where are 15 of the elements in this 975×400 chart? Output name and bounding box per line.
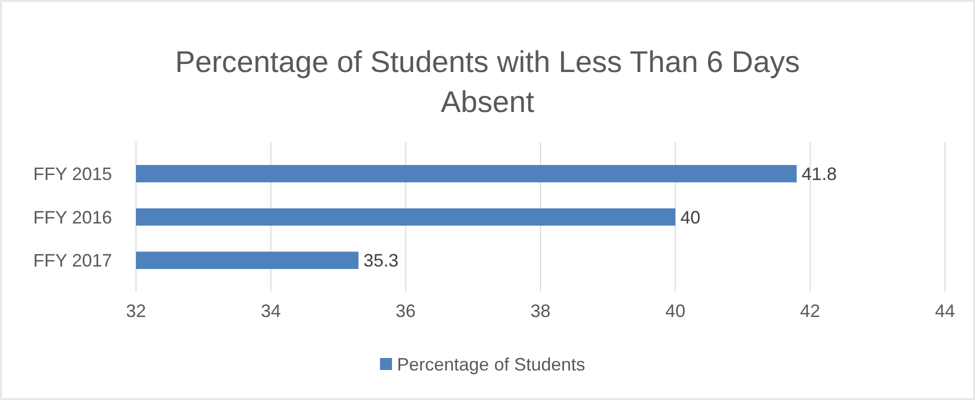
x-tick-label: 40 <box>665 301 686 321</box>
chart-title: Percentage of Students with Less Than 6 Days Absent <box>175 46 800 119</box>
data-label: 40 <box>680 207 700 228</box>
data-label: 35.3 <box>363 250 399 271</box>
x-tick-label: 36 <box>396 301 416 321</box>
x-tick-label: 44 <box>934 301 956 321</box>
data-label: 41.8 <box>802 164 837 184</box>
y-tick-label: FFY 2017 <box>33 250 112 271</box>
x-tick-label: 32 <box>126 301 146 321</box>
x-tick-label: 42 <box>800 301 820 321</box>
x-tick-label: 38 <box>530 301 551 321</box>
y-tick-label: FFY 2016 <box>33 207 112 228</box>
y-tick-label: FFY 2015 <box>33 164 112 184</box>
legend-label: Percentage of Students <box>397 354 586 374</box>
x-tick-label: 34 <box>260 301 281 321</box>
